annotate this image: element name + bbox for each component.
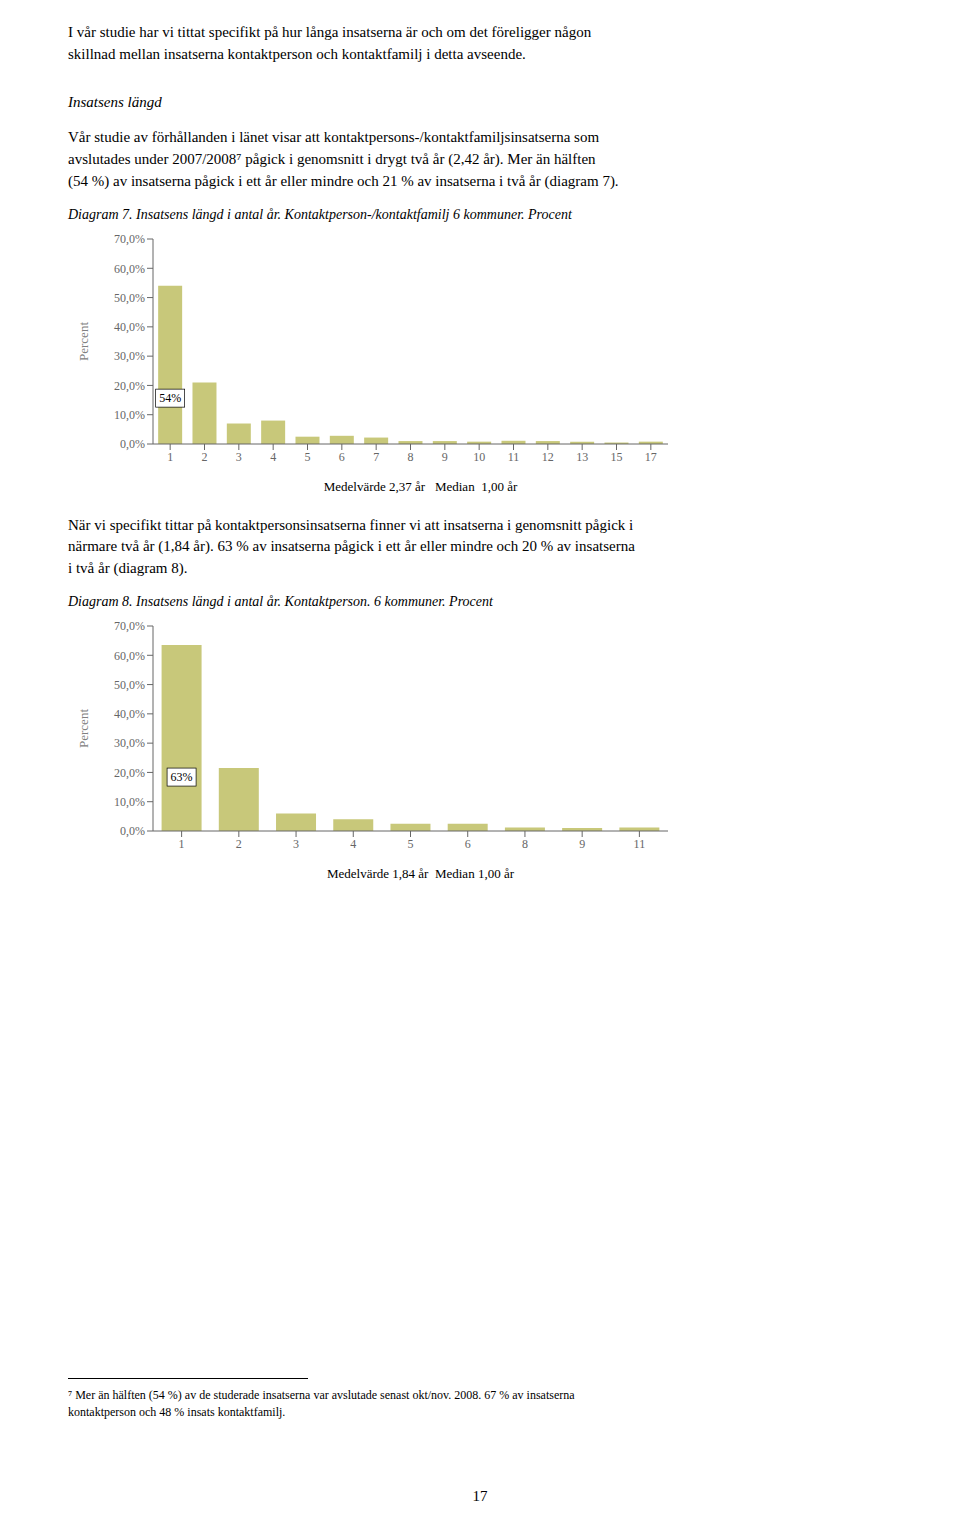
svg-text:5: 5: [408, 836, 414, 850]
svg-text:11: 11: [508, 449, 520, 463]
svg-text:5: 5: [305, 449, 311, 463]
html-text:17: 17: [472, 1488, 488, 1504]
svg-text:54%: 54%: [159, 391, 181, 405]
svg-text:15: 15: [611, 449, 623, 463]
svg-text:30,0%: 30,0%: [114, 349, 145, 363]
svg-text:60,0%: 60,0%: [114, 648, 145, 662]
svg-text:3: 3: [236, 449, 242, 463]
svg-text:4: 4: [350, 836, 356, 850]
svg-text:50,0%: 50,0%: [114, 678, 145, 692]
html-text:Diagram 8. Insatsens längd i a: Diagram 8. Insatsens längd i antal år. K…: [68, 593, 493, 609]
svg-text:8: 8: [522, 836, 528, 850]
svg-text:6: 6: [339, 449, 345, 463]
svg-text:8: 8: [408, 449, 414, 463]
svg-text:7: 7: [373, 449, 379, 463]
svg-text:60,0%: 60,0%: [114, 261, 145, 275]
svg-text:10,0%: 10,0%: [114, 795, 145, 809]
svg-text:9: 9: [579, 836, 585, 850]
svg-text:30,0%: 30,0%: [114, 736, 145, 750]
svg-text:20,0%: 20,0%: [114, 765, 145, 779]
svg-text:Percent: Percent: [76, 321, 91, 360]
html-text:Vår studie av förhållanden i l: Vår studie av förhållanden i länet visar…: [68, 129, 619, 189]
html-text:När vi specifikt tittar på kon: När vi specifikt tittar på kontaktperson…: [68, 516, 635, 576]
html-text:I vår studie har vi tittat spe: I vår studie har vi tittat specifikt på …: [68, 24, 592, 62]
svg-text:17: 17: [645, 449, 657, 463]
svg-text:Percent: Percent: [76, 708, 91, 747]
html-text:Insatsens längd: Insatsens längd: [68, 93, 162, 110]
svg-text:13: 13: [576, 449, 588, 463]
svg-text:1: 1: [179, 836, 185, 850]
svg-text:3: 3: [293, 836, 299, 850]
svg-text:70,0%: 70,0%: [114, 232, 145, 246]
svg-text:40,0%: 40,0%: [114, 320, 145, 334]
svg-text:63%: 63%: [171, 770, 193, 784]
html-text:Diagram 7. Insatsens längd i a: Diagram 7. Insatsens längd i antal år. K…: [68, 206, 572, 222]
html-text:⁷ Mer än hälften (54 %) av de: ⁷ Mer än hälften (54 %) av de studerade …: [68, 1388, 575, 1419]
svg-text:11: 11: [634, 836, 646, 850]
svg-text:20,0%: 20,0%: [114, 378, 145, 392]
svg-text:70,0%: 70,0%: [114, 619, 145, 633]
svg-text:2: 2: [202, 449, 208, 463]
svg-text:40,0%: 40,0%: [114, 707, 145, 721]
svg-text:6: 6: [465, 836, 471, 850]
html-text:Medelvärde 2,37 år Median 1,00: Medelvärde 2,37 år Median 1,00 år: [323, 478, 518, 494]
svg-text:12: 12: [542, 449, 554, 463]
svg-text:0,0%: 0,0%: [120, 437, 145, 451]
html-text:Medelvärde 1,84 år Median 1,00: Medelvärde 1,84 år Median 1,00 år: [327, 865, 514, 881]
svg-text:4: 4: [270, 449, 276, 463]
svg-text:2: 2: [236, 836, 242, 850]
svg-text:50,0%: 50,0%: [114, 290, 145, 304]
svg-text:10,0%: 10,0%: [114, 407, 145, 421]
svg-text:0,0%: 0,0%: [120, 824, 145, 838]
svg-text:9: 9: [442, 449, 448, 463]
svg-text:10: 10: [473, 449, 485, 463]
svg-text:1: 1: [167, 449, 173, 463]
